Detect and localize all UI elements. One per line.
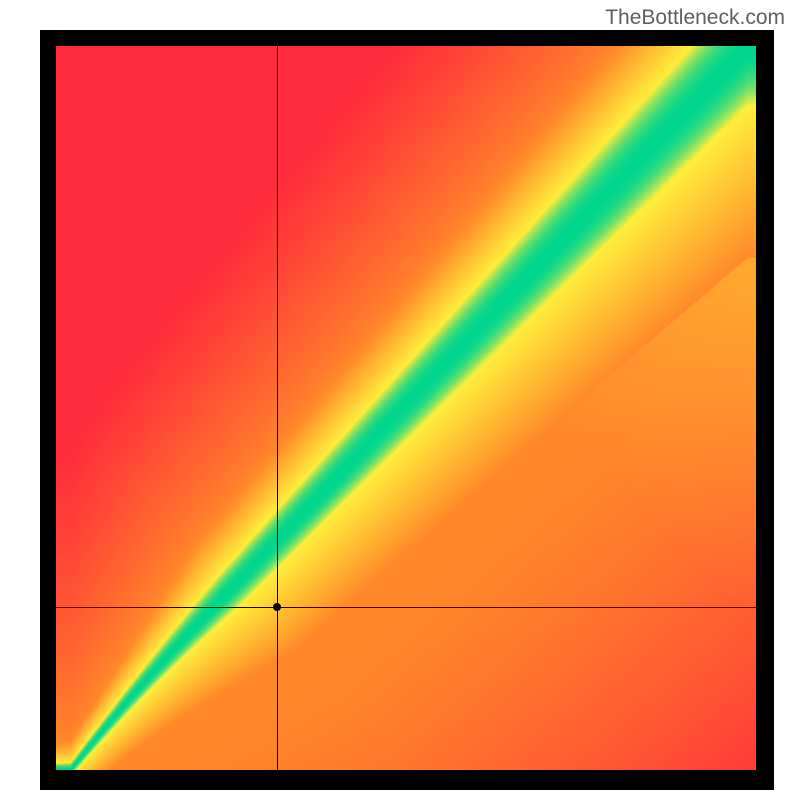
crosshair-marker xyxy=(273,603,281,611)
crosshair-horizontal xyxy=(56,607,756,608)
heatmap-canvas xyxy=(56,46,756,770)
chart-frame xyxy=(40,30,774,790)
attribution-text: TheBottleneck.com xyxy=(605,6,785,30)
crosshair-vertical xyxy=(277,46,278,770)
page-container: TheBottleneck.com xyxy=(0,0,800,800)
